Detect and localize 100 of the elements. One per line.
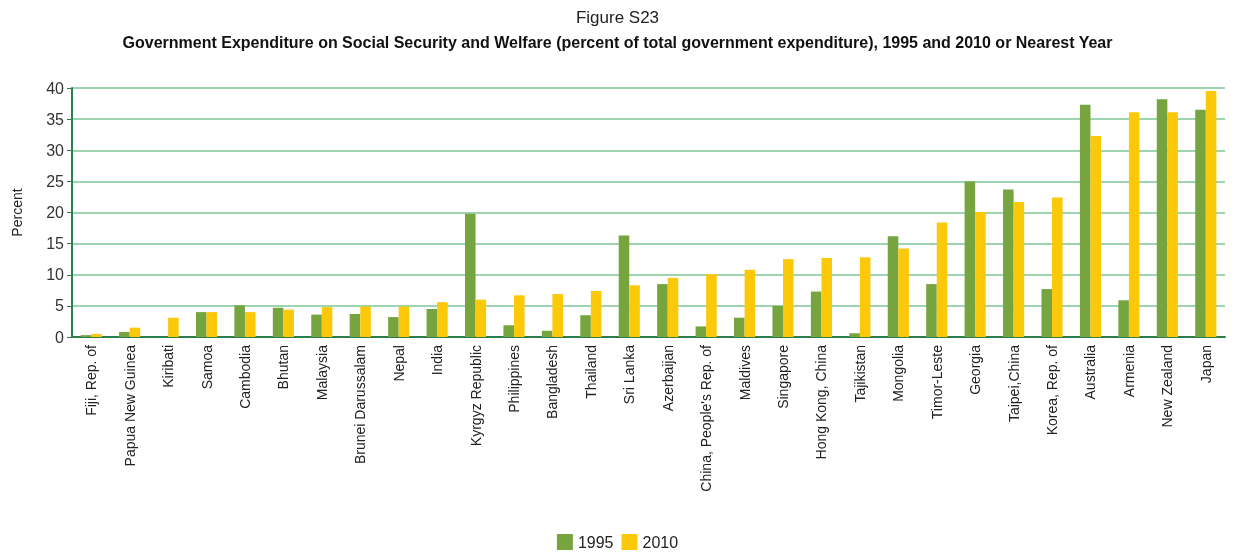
x-tick-label: Kyrgyz Republic <box>467 345 484 447</box>
x-tick-label: Nepal <box>390 345 407 382</box>
x-tick-label: Georgia <box>967 344 984 395</box>
bar <box>926 284 937 337</box>
x-tick-label: Mongolia <box>890 344 907 402</box>
y-tick-label: 35 <box>46 110 65 128</box>
x-tick-label: Australia <box>1082 344 1099 400</box>
x-tick-label: Thailand <box>582 345 599 399</box>
x-tick-label: China, People's Rep. of <box>698 344 715 492</box>
x-tick-label: Maldives <box>736 345 753 401</box>
x-tick-label: Hong Kong, China <box>813 344 830 460</box>
bar <box>667 277 679 337</box>
y-tick-label: 5 <box>55 297 65 315</box>
x-tick-label: Bangladesh <box>544 345 561 419</box>
bar <box>195 312 207 337</box>
x-tick-label: Azerbaijan <box>659 345 676 412</box>
x-tick-label: Kiribati <box>160 345 177 388</box>
bar <box>388 317 399 337</box>
y-tick-label: 20 <box>46 204 65 221</box>
x-tick-label: Japan <box>1197 345 1214 384</box>
bar <box>513 295 525 337</box>
bar <box>580 315 591 337</box>
x-tick-label: Philippines <box>505 345 522 413</box>
x-tick-label: Bhutan <box>275 345 292 390</box>
bar <box>475 299 487 337</box>
y-tick-label: 30 <box>46 141 65 159</box>
y-tick-label: 40 <box>46 79 65 97</box>
bar <box>1128 112 1140 337</box>
bar <box>706 274 717 337</box>
bar <box>206 312 218 337</box>
bar <box>810 291 822 337</box>
y-tick-label: 15 <box>46 235 65 253</box>
bar <box>887 236 899 337</box>
x-tick-label: Fiji, Rep. of <box>83 344 100 416</box>
bar <box>234 305 245 337</box>
x-tick-label: Taipei,China <box>1005 344 1022 423</box>
bar <box>552 294 563 337</box>
legend-label: 2010 <box>642 533 679 551</box>
bar <box>1195 109 1206 337</box>
bar <box>91 333 102 337</box>
bar <box>629 285 640 337</box>
x-tick-label: Papua New Guinea <box>121 344 138 467</box>
bar <box>398 306 410 337</box>
x-tick-label: Timor-Leste <box>928 344 945 420</box>
y-tick-label: 25 <box>46 172 65 190</box>
bar <box>168 317 179 337</box>
chart-title: Figure S23 <box>575 8 660 27</box>
bar <box>859 257 871 337</box>
y-axis-title: Percent <box>9 188 25 237</box>
x-tick-label: India <box>429 344 446 376</box>
bar <box>360 306 371 337</box>
bar <box>849 333 860 337</box>
bar <box>898 248 909 337</box>
bar <box>1041 289 1053 337</box>
bar <box>1156 99 1168 337</box>
bar <box>464 213 476 337</box>
x-tick-label: Tajikistan <box>851 345 868 403</box>
bar <box>321 307 333 337</box>
bar <box>119 332 130 337</box>
bar <box>272 307 284 337</box>
x-tick-label: Malaysia <box>313 344 330 401</box>
bar <box>975 211 986 337</box>
x-tick-label: Samoa <box>198 344 215 390</box>
bar <box>283 309 294 337</box>
x-tick-label: New Zealand <box>1159 345 1176 428</box>
x-tick-label: Armenia <box>1120 344 1137 398</box>
bar <box>657 284 668 337</box>
y-tick-label: 10 <box>46 266 65 284</box>
bar <box>541 330 553 337</box>
bar <box>437 302 448 337</box>
bar <box>311 314 322 337</box>
bar <box>734 317 745 337</box>
x-tick-label: Korea, Rep. of <box>1044 344 1061 436</box>
bar <box>244 312 256 337</box>
bar <box>695 326 707 337</box>
bar <box>1118 300 1129 337</box>
bar <box>426 308 438 337</box>
bar <box>1079 104 1091 337</box>
bar <box>503 325 514 337</box>
bar <box>129 327 141 337</box>
x-tick-label: Cambodia <box>236 344 253 409</box>
bar <box>1167 112 1178 337</box>
bar <box>590 290 602 337</box>
bar <box>744 269 756 337</box>
bar <box>821 257 833 337</box>
legend-label: 1995 <box>577 533 614 551</box>
x-tick-label: Singapore <box>775 344 792 409</box>
bar <box>1205 91 1217 337</box>
bar <box>349 313 361 337</box>
bar <box>1003 189 1014 337</box>
bar <box>772 305 784 337</box>
bar <box>1090 135 1102 337</box>
bar <box>1052 197 1063 337</box>
x-tick-label: Brunei Darussalam <box>352 345 369 465</box>
bar <box>618 235 630 337</box>
bar <box>964 181 976 337</box>
bar <box>783 259 794 337</box>
bar <box>1013 201 1025 337</box>
chart-subtitle: Government Expenditure on Social Security and Welfare (percent of total government expenditure), 1995 and 2010 or Nearest Year <box>122 33 1113 51</box>
y-tick-label: 0 <box>55 328 65 346</box>
